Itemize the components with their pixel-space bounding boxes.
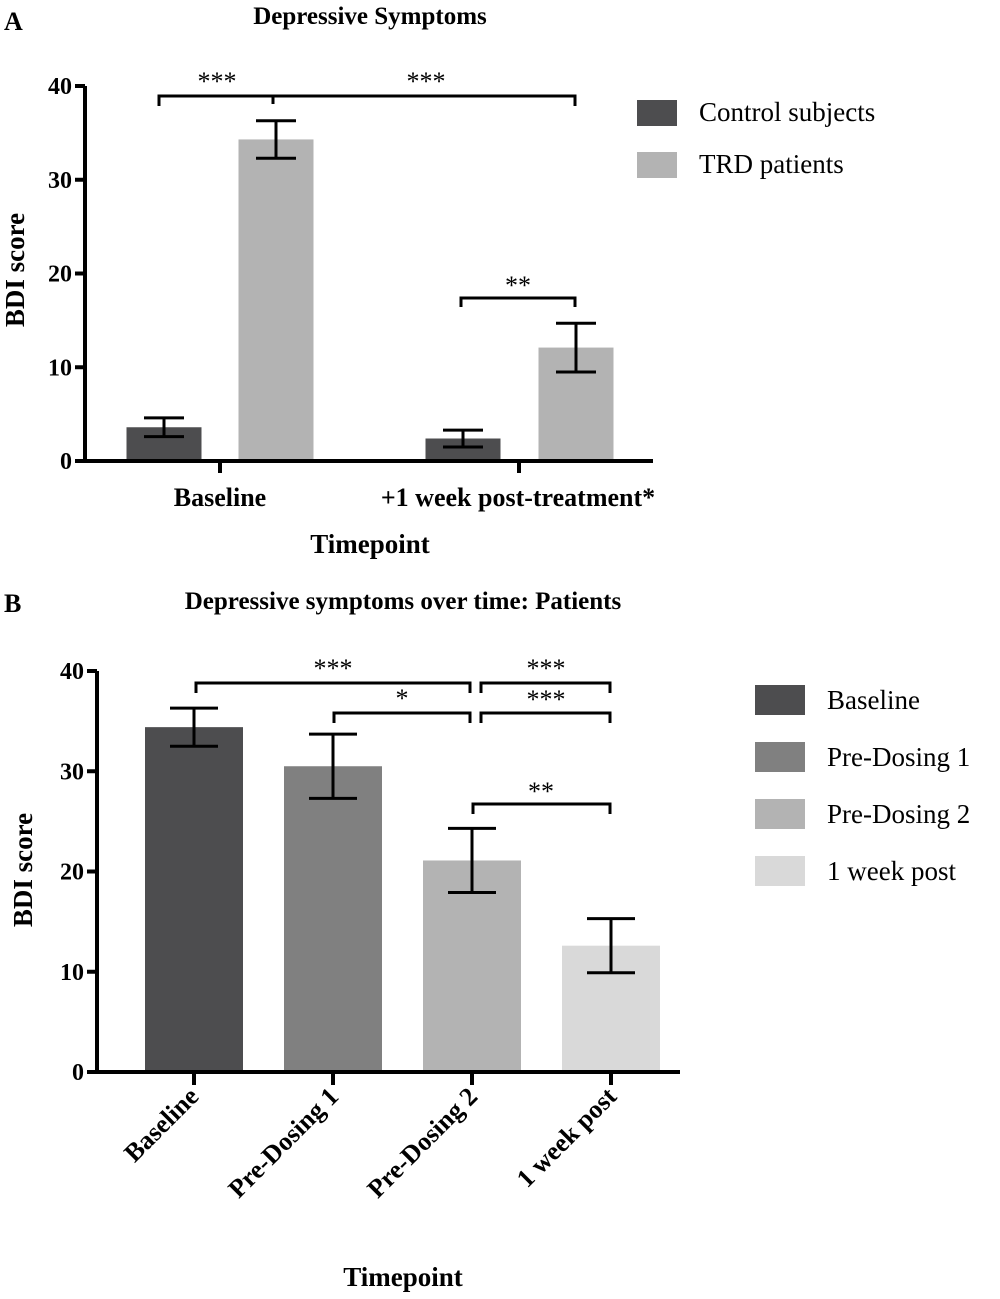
legend-label-control: Control subjects xyxy=(699,97,875,127)
chart-b-x-tick-label: Pre-Dosing 2 xyxy=(361,1082,483,1204)
chart-a-y-tick-label: 20 xyxy=(48,262,72,288)
chart-a-y-tick-label: 10 xyxy=(48,355,72,381)
chart-a-x-axis-title: Timepoint xyxy=(310,529,430,559)
chart-b-y-tick-label: 0 xyxy=(72,1060,84,1086)
sig-bracket-a-post xyxy=(459,296,577,307)
panel-a: A Depressive Symptoms Timepoint BDI scor… xyxy=(0,3,875,559)
error-bar-a xyxy=(256,119,296,160)
chart-a-significance: *** *** ** xyxy=(157,67,577,307)
legend-label-trd: TRD patients xyxy=(699,149,844,179)
chart-a-title: Depressive Symptoms xyxy=(253,3,487,30)
bar-a-trd-patients-0 xyxy=(238,139,314,461)
chart-b-x-tick-label: 1 week post xyxy=(511,1082,623,1194)
panel-b: B Depressive symptoms over time: Patient… xyxy=(4,588,970,1292)
error-bar-b xyxy=(309,732,357,800)
sig-bracket-b-2 xyxy=(332,711,472,723)
chart-b-y-ticks: 0 10 20 30 40 xyxy=(60,659,84,1086)
chart-b-plot-area xyxy=(87,669,680,1085)
sig-label-b-4: *** xyxy=(527,685,566,714)
bar-b-baseline xyxy=(145,727,243,1072)
chart-b-y-tick-label: 10 xyxy=(60,960,84,986)
sig-label-b-5: ** xyxy=(528,777,554,806)
sig-label-a-2: *** xyxy=(407,67,446,96)
legend-swatch-predosing2 xyxy=(755,799,805,829)
legend-swatch-baseline xyxy=(755,685,805,715)
sig-label-a-3: ** xyxy=(505,271,531,300)
chart-a-y-tick-label: 40 xyxy=(48,74,72,100)
chart-b-x-tick-label: Baseline xyxy=(118,1082,204,1168)
chart-a-legend: Control subjects TRD patients xyxy=(637,97,875,179)
chart-a-x-tick-label: +1 week post-treatment* xyxy=(381,483,655,512)
bar-b-pre-dosing-2 xyxy=(423,860,521,1072)
chart-b-y-tick-label: 30 xyxy=(60,759,84,785)
chart-b-x-axis-title: Timepoint xyxy=(343,1262,463,1292)
sig-bracket-b-1 xyxy=(194,681,472,693)
error-bar-a xyxy=(556,321,596,374)
legend-label-baseline: Baseline xyxy=(827,685,920,715)
sig-label-b-3: *** xyxy=(527,654,566,683)
sig-label-a-1: *** xyxy=(198,67,237,96)
chart-a-y-tick-label: 0 xyxy=(60,449,72,475)
chart-b-legend: Baseline Pre-Dosing 1 Pre-Dosing 2 1 wee… xyxy=(755,685,970,886)
sig-bracket-b-4 xyxy=(479,711,612,723)
legend-swatch-predosing1 xyxy=(755,742,805,772)
chart-a-y-axis-title: BDI score xyxy=(0,213,30,327)
chart-b-y-tick-label: 20 xyxy=(60,860,84,886)
legend-swatch-control xyxy=(637,100,677,126)
legend-swatch-trd xyxy=(637,152,677,178)
chart-a-y-tick-label: 30 xyxy=(48,168,72,194)
chart-b-significance: *** * *** *** ** xyxy=(194,654,612,814)
sig-label-b-1: *** xyxy=(314,654,353,683)
legend-label-week-post: 1 week post xyxy=(827,856,956,886)
chart-a-y-ticks: 0 10 20 30 40 xyxy=(48,74,72,475)
sig-bracket-b-5 xyxy=(471,802,612,814)
error-bar-a xyxy=(443,428,483,449)
chart-b-title: Depressive symptoms over time: Patients xyxy=(185,588,622,615)
chart-a-x-tick-label: Baseline xyxy=(174,483,266,512)
panel-a-label: A xyxy=(4,7,23,36)
panel-b-label: B xyxy=(4,589,21,618)
legend-swatch-week-post xyxy=(755,856,805,886)
legend-label-predosing2: Pre-Dosing 2 xyxy=(827,799,970,829)
error-bar-a xyxy=(144,416,184,439)
chart-b-y-tick-label: 40 xyxy=(60,659,84,685)
sig-bracket-b-3 xyxy=(479,681,612,693)
bar-b-pre-dosing-1 xyxy=(284,766,382,1072)
error-bar-b xyxy=(587,917,635,975)
chart-a-plot-area xyxy=(75,84,653,473)
error-bar-b xyxy=(448,826,496,895)
sig-bracket-a-baseline xyxy=(157,94,577,106)
sig-label-b-2: * xyxy=(396,684,409,713)
chart-b-x-tick-label: Pre-Dosing 1 xyxy=(222,1082,344,1204)
error-bar-b xyxy=(170,706,218,748)
legend-label-predosing1: Pre-Dosing 1 xyxy=(827,742,970,772)
bar-a-control-subjects-1 xyxy=(425,438,501,461)
chart-b-y-axis-title: BDI score xyxy=(8,813,38,927)
